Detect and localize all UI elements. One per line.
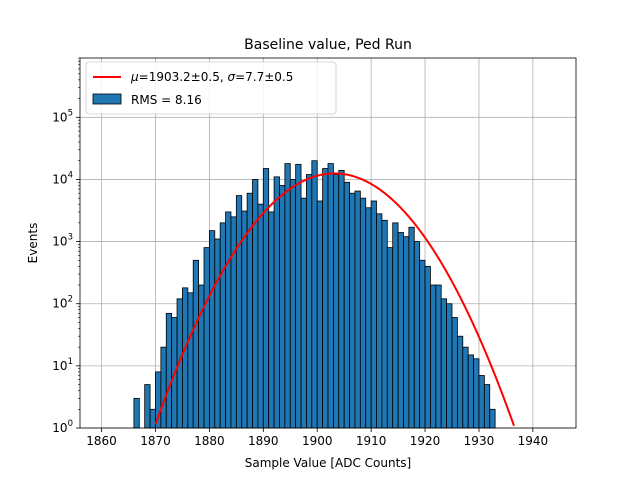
histogram-bar (322, 168, 329, 429)
histogram-bar (489, 408, 496, 429)
histogram-bar (376, 213, 383, 429)
legend-hist-swatch (92, 93, 122, 105)
x-tick-label: 1890 (248, 434, 279, 448)
legend-sigma-value: =7.7±0.5 (235, 70, 293, 84)
histogram-bar (435, 284, 442, 429)
histogram-bar (386, 247, 394, 429)
x-axis-ticks: 1860 1870 1880 1890 1900 1910 1920 1930 1940 (86, 428, 548, 448)
histogram-bar (478, 375, 485, 429)
y-tick-label: 104 (52, 170, 73, 186)
histogram-bar (381, 219, 388, 429)
chart-title: Baseline value, Ped Run (244, 37, 412, 53)
histogram-bar (332, 174, 340, 429)
histogram-bar (430, 284, 437, 429)
y-tick-label: 100 (52, 419, 73, 435)
fit-curve (154, 172, 515, 427)
histogram-bar (316, 200, 324, 429)
fit-curve-group (154, 172, 515, 427)
histogram-bar (208, 230, 216, 429)
y-tick-label: 101 (52, 357, 73, 373)
x-tick-label: 1870 (140, 434, 171, 448)
histogram-bar (413, 241, 421, 429)
histogram-bar (419, 259, 426, 429)
histogram-bar (473, 358, 480, 429)
histogram-bar (300, 197, 307, 429)
histogram-bar (165, 312, 173, 429)
histogram-bar (225, 211, 232, 429)
histogram-bar (403, 236, 410, 429)
y-tick-label: 105 (52, 108, 73, 124)
legend-mu-value: =1903.2±0.5, (139, 70, 228, 84)
x-axis-label: Sample Value [ADC Counts] (245, 456, 411, 470)
axes-frame (79, 57, 577, 429)
histogram-bar (370, 200, 377, 429)
histogram-bar (440, 298, 448, 429)
histogram-bar (149, 408, 156, 429)
histogram-bar (284, 163, 291, 429)
legend: μ=1903.2±0.5, σ=7.7±0.5 RMS = 8.16 (85, 61, 337, 115)
histogram-bar (289, 179, 297, 429)
histogram-bar (392, 222, 399, 429)
legend-sigma-symbol: σ (227, 70, 235, 84)
histogram-bar (343, 181, 350, 429)
histogram-bar (268, 211, 275, 429)
histogram-bar (273, 176, 280, 429)
legend-box (85, 61, 337, 115)
histogram-bar (397, 232, 404, 429)
histogram-bar (295, 163, 302, 429)
x-tick-label: 1930 (464, 434, 495, 448)
histogram-bar (214, 238, 221, 429)
histogram-bar (408, 226, 415, 429)
histogram-bar (462, 346, 469, 429)
histogram-bar (306, 174, 313, 429)
legend-fit-label: μ=1903.2±0.5, σ=7.7±0.5 (130, 70, 293, 84)
histogram-bar (203, 247, 210, 429)
y-tick-label: 103 (52, 233, 73, 249)
histogram-bar (133, 397, 140, 429)
histogram-bar (235, 195, 243, 429)
histogram-bar (182, 287, 189, 429)
histogram-bar (483, 384, 491, 429)
y-axis-ticks: 100 101 102 103 104 105 (52, 57, 80, 435)
histogram-bar (446, 303, 453, 429)
x-tick-label: 1900 (302, 434, 333, 448)
legend-mu-symbol: μ (130, 70, 139, 84)
histogram-bar (252, 179, 259, 429)
histogram-bar (327, 163, 334, 429)
histogram-bar (279, 185, 286, 429)
legend-hist-label: RMS = 8.16 (131, 93, 202, 107)
histogram-bar (144, 384, 151, 429)
histogram-bar (424, 265, 431, 429)
x-tick-label: 1920 (410, 434, 441, 448)
histogram-bar (456, 335, 464, 429)
histogram-bar (467, 354, 474, 429)
histogram-bar (192, 259, 200, 429)
histogram-bar (187, 292, 194, 429)
x-tick-label: 1860 (86, 434, 117, 448)
histogram-bar (160, 346, 167, 429)
histogram-bar (451, 317, 458, 429)
x-tick-label: 1940 (518, 434, 549, 448)
histogram-bar (311, 160, 318, 429)
y-tick-label: 102 (52, 295, 73, 311)
histogram-bar (219, 222, 226, 429)
histogram-bar (359, 197, 367, 429)
histogram-bar (241, 210, 248, 429)
histogram-bar (349, 192, 356, 429)
y-axis-label: Events (26, 223, 40, 264)
histogram-bar (257, 203, 264, 429)
histogram-bar (354, 190, 361, 429)
x-tick-label: 1880 (194, 434, 225, 448)
x-tick-label: 1910 (356, 434, 387, 448)
histogram-bar (338, 169, 345, 429)
histogram-bar (365, 207, 372, 429)
